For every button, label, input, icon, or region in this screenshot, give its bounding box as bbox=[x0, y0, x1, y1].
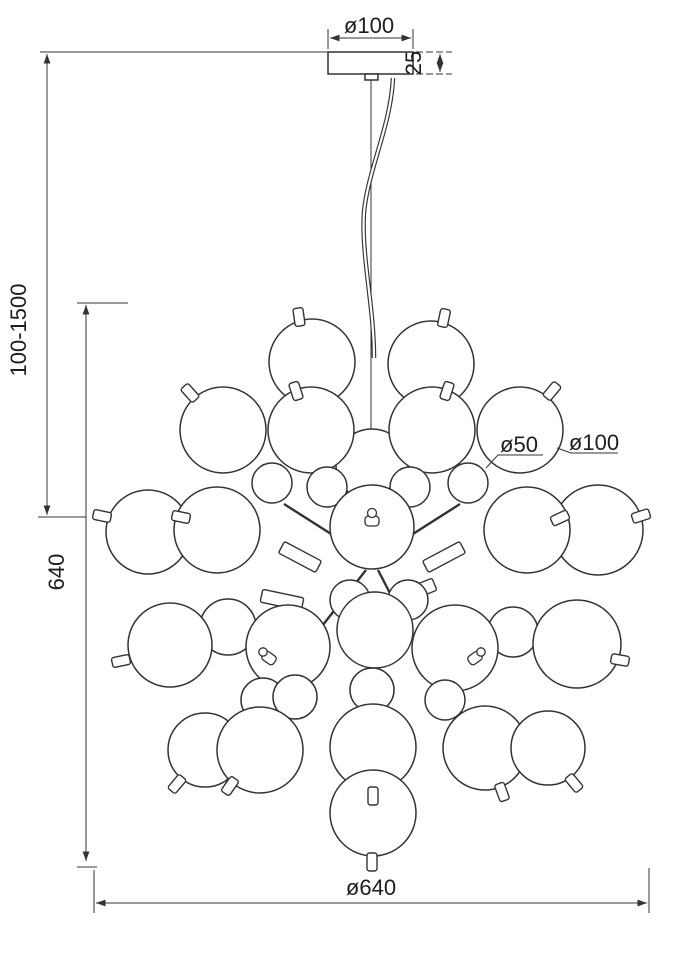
sphere-outline bbox=[424, 679, 466, 721]
sphere-outline bbox=[388, 386, 476, 474]
dim-label-suspension-height: 100-1500 bbox=[6, 284, 31, 377]
dim-canopy-diameter: ø100 bbox=[327, 13, 414, 49]
sphere-outline bbox=[447, 462, 489, 504]
bulb-knob bbox=[258, 647, 268, 657]
dim-label-small-sphere: ø50 bbox=[500, 432, 538, 457]
dim-label-fixture-diameter: ø640 bbox=[346, 875, 396, 900]
sphere-stem bbox=[542, 381, 562, 401]
sphere-stem bbox=[180, 383, 200, 403]
sphere-outline bbox=[483, 486, 571, 574]
leader-line bbox=[485, 454, 543, 469]
dim-fixture-diameter: ø640 bbox=[93, 868, 650, 913]
leader-line bbox=[556, 447, 618, 454]
dim-fixture-height: 640 bbox=[44, 302, 128, 868]
sphere-outline bbox=[173, 486, 261, 574]
sphere-stems bbox=[91, 307, 652, 872]
dim-label-fixture-height: 640 bbox=[44, 554, 69, 591]
dim-label-large-sphere: ø100 bbox=[569, 430, 619, 455]
canopy-cord-grip bbox=[364, 73, 379, 81]
sphere-stem bbox=[367, 786, 379, 806]
sphere-stem bbox=[549, 509, 571, 527]
dim-label-canopy-diameter: ø100 bbox=[344, 13, 394, 38]
sphere-outline bbox=[272, 674, 318, 720]
sphere-outline bbox=[306, 466, 348, 508]
sphere-stem bbox=[437, 307, 451, 329]
sphere-outline bbox=[216, 706, 304, 794]
sphere-stem bbox=[439, 380, 455, 402]
connector-plate bbox=[422, 541, 466, 573]
sphere-stem bbox=[564, 773, 584, 793]
sphere-outline bbox=[329, 769, 417, 857]
chandelier-spheres-back bbox=[179, 318, 564, 508]
sphere-outline bbox=[329, 484, 415, 570]
sphere-stem bbox=[630, 508, 652, 524]
sphere-stem bbox=[221, 776, 239, 796]
sphere-outline bbox=[179, 386, 267, 474]
sphere-stem bbox=[494, 781, 510, 803]
power-cord-outer bbox=[361, 77, 396, 359]
sphere-outline bbox=[251, 462, 293, 504]
sphere-stem bbox=[110, 654, 132, 668]
sphere-outline bbox=[267, 386, 355, 474]
sphere-outline bbox=[411, 604, 499, 692]
dim-label-canopy-height: 25 bbox=[401, 51, 426, 75]
dim-canopy-height: 25 bbox=[401, 51, 452, 75]
sphere-outline bbox=[476, 386, 564, 474]
bulb-knob bbox=[366, 507, 378, 519]
sphere-stem bbox=[170, 510, 192, 524]
sphere-stem bbox=[288, 380, 304, 402]
chandelier-spheres-front bbox=[105, 484, 644, 857]
leader-small-sphere: ø50 bbox=[485, 432, 543, 469]
sphere-outline bbox=[336, 591, 414, 669]
sphere-stem bbox=[167, 774, 187, 794]
sphere-stem bbox=[366, 852, 378, 872]
sphere-stem bbox=[292, 307, 306, 327]
sphere-stem bbox=[91, 509, 113, 523]
sphere-stem bbox=[609, 653, 631, 667]
bulb-knob bbox=[476, 647, 486, 657]
suspension bbox=[361, 77, 396, 487]
power-cord-inner bbox=[362, 77, 395, 359]
sphere-outline bbox=[532, 599, 622, 689]
bulb-fittings bbox=[258, 507, 486, 666]
dim-suspension-height: 100-1500 bbox=[6, 51, 330, 518]
sphere-outline bbox=[510, 710, 586, 786]
sphere-outline bbox=[127, 602, 213, 688]
leader-large-sphere: ø100 bbox=[556, 430, 619, 455]
connector-plate bbox=[278, 541, 322, 573]
